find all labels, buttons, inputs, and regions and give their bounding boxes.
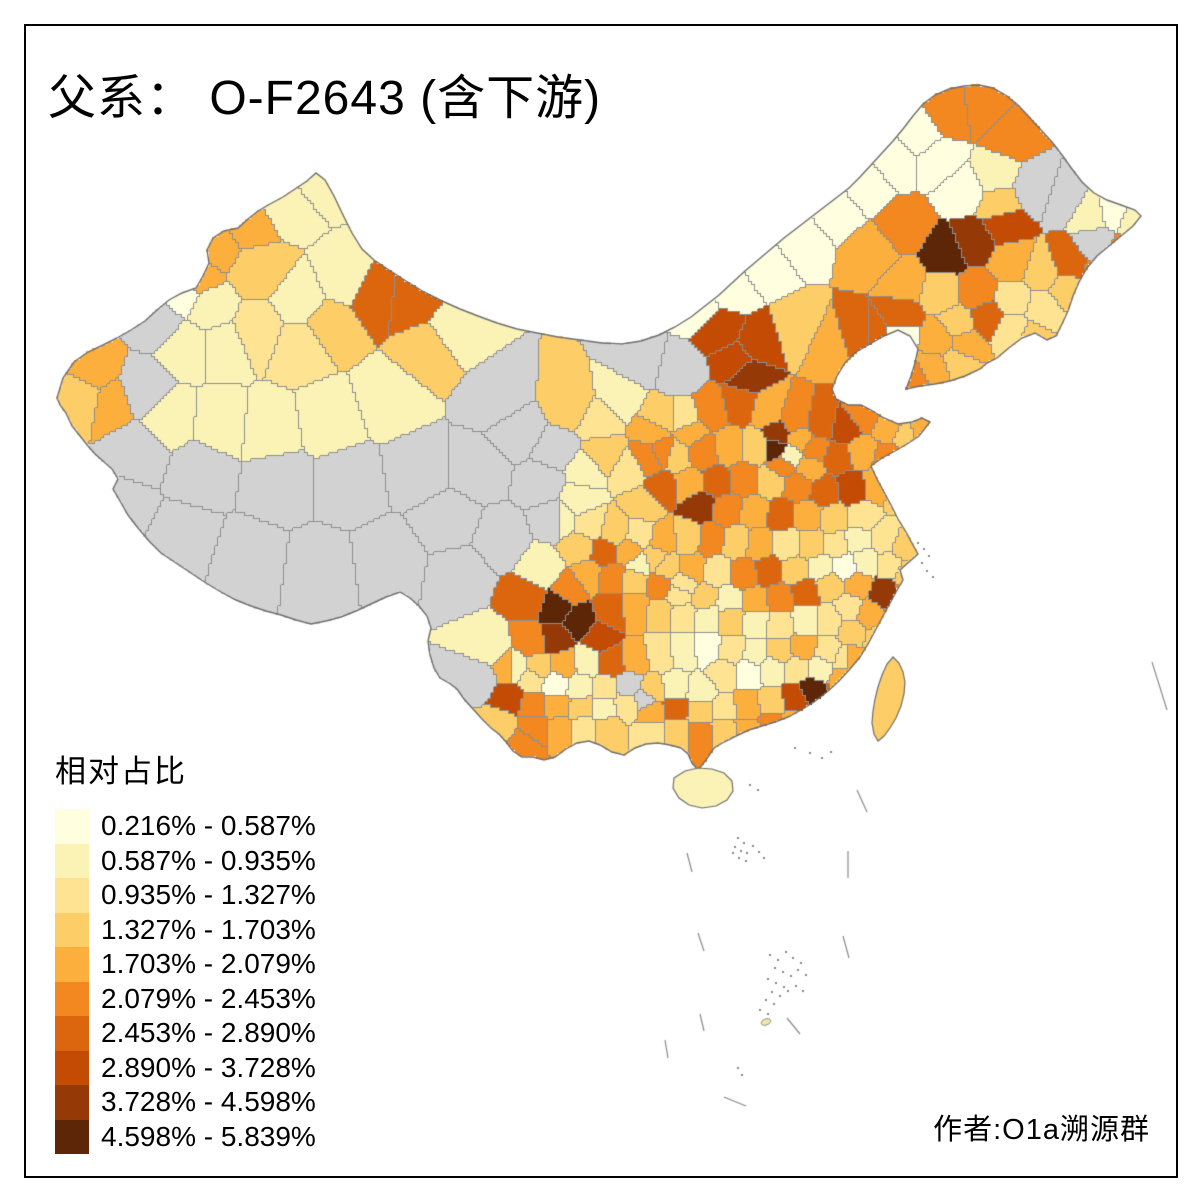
- legend-label: 2.890% - 3.728%: [101, 1051, 316, 1083]
- legend-label: 1.327% - 1.703%: [101, 913, 316, 945]
- legend-label: 0.216% - 0.587%: [101, 810, 316, 842]
- legend-class-row: 1.703% - 2.079%: [55, 947, 316, 982]
- legend-class-row: 1.327% - 1.703%: [55, 912, 316, 947]
- legend-class-row: 0.587% - 0.935%: [55, 843, 316, 878]
- legend-label: 4.598% - 5.839%: [101, 1120, 316, 1152]
- legend-class-row: 0.935% - 1.327%: [55, 878, 316, 913]
- legend-class-row: 2.079% - 2.453%: [55, 981, 316, 1016]
- legend-swatch: [55, 1050, 89, 1085]
- legend-label: 2.453% - 2.890%: [101, 1017, 316, 1049]
- plot-frame-border: [24, 24, 1178, 1178]
- legend-class-row: 3.728% - 4.598%: [55, 1085, 316, 1120]
- legend-class-row: 0.216% - 0.587%: [55, 809, 316, 844]
- legend-swatch: [55, 809, 89, 844]
- legend-class-row: 4.598% - 5.839%: [55, 1119, 316, 1154]
- legend-title: 相对占比: [55, 754, 187, 789]
- legend-swatch: [55, 1016, 89, 1051]
- legend-class-row: 2.890% - 3.728%: [55, 1050, 316, 1085]
- legend-label: 0.935% - 1.327%: [101, 879, 316, 911]
- legend-swatch: [55, 912, 89, 947]
- legend-label: 3.728% - 4.598%: [101, 1086, 316, 1118]
- attribution-text: 作者:O1a溯源群: [933, 1114, 1150, 1146]
- legend-label: 0.587% - 0.935%: [101, 844, 316, 876]
- legend-label: 2.079% - 2.453%: [101, 982, 316, 1014]
- legend-swatch: [55, 878, 89, 913]
- legend-swatch: [55, 947, 89, 982]
- legend: 相对占比 0.216% - 0.587% 0.587% - 0.935% 0.935…: [55, 746, 316, 1154]
- legend-class-row: 2.453% - 2.890%: [55, 1016, 316, 1051]
- map-title: 父系： O-F2643 (含下游): [48, 72, 602, 125]
- legend-swatch: [55, 1085, 89, 1120]
- legend-swatch: [55, 1119, 89, 1154]
- legend-rows: 0.216% - 0.587% 0.587% - 0.935% 0.935% - 1…: [55, 809, 316, 1154]
- legend-label: 1.703% - 2.079%: [101, 948, 316, 980]
- legend-swatch: [55, 843, 89, 878]
- legend-swatch: [55, 981, 89, 1016]
